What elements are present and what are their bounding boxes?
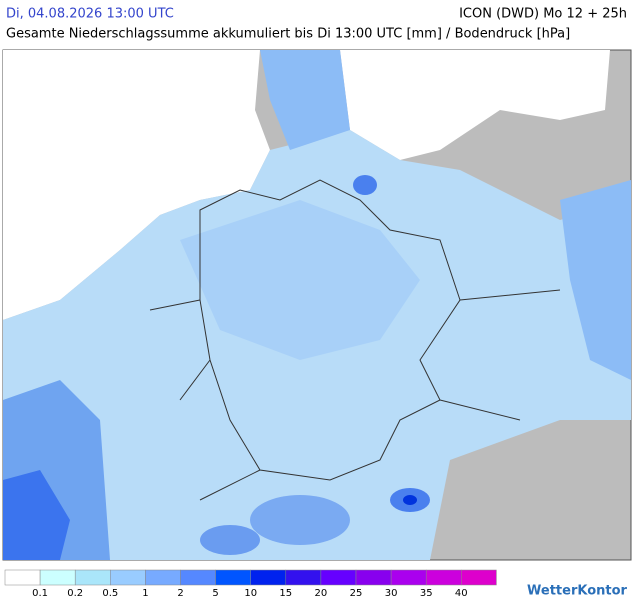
legend-label: 10 (244, 588, 257, 599)
legend-label: 15 (279, 588, 292, 599)
legend-swatch (215, 569, 251, 586)
legend-swatch (425, 569, 462, 586)
legend-swatch (390, 569, 427, 586)
map (2, 49, 632, 561)
legend-swatch (180, 569, 216, 586)
legend-swatch (145, 569, 181, 586)
legend-swatch (250, 569, 287, 586)
legend-swatch (74, 569, 111, 586)
legend-label: 2 (177, 588, 183, 599)
subtitle: Gesamte Niederschlagssumme akkumuliert b… (6, 27, 570, 42)
legend: 0.1 0.2 0.5 1 2 5 10 15 20 25 30 35 40 (4, 569, 497, 599)
legend-label: 30 (385, 588, 398, 599)
legend-swatch (39, 569, 76, 586)
legend-label: 40 (455, 588, 468, 599)
legend-swatch (355, 569, 392, 586)
legend-label: 20 (315, 588, 328, 599)
legend-swatch (110, 569, 146, 586)
legend-swatch (4, 569, 41, 586)
legend-swatch (320, 569, 357, 586)
logo: WetterKontor (527, 584, 628, 599)
legend-label: 0.1 (32, 588, 48, 599)
legend-swatch (285, 569, 322, 586)
legend-swatch (461, 569, 497, 586)
legend-label: 0.2 (67, 588, 83, 599)
legend-label: 35 (420, 588, 433, 599)
legend-label: 1 (142, 588, 148, 599)
legend-label: 0.5 (102, 588, 118, 599)
legend-label: 5 (212, 588, 218, 599)
model: ICON (DWD) Mo 12 + 25h (459, 7, 627, 22)
datetime: Di, 04.08.2026 13:00 UTC (6, 7, 174, 22)
legend-label: 25 (350, 588, 363, 599)
